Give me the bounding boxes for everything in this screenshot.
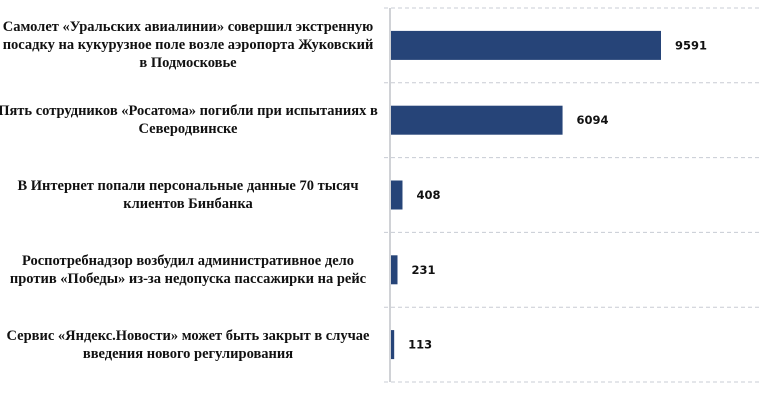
data-label: 113 [408,338,432,352]
category-label: Сервис «Яндекс.Новости» может быть закры… [6,327,370,362]
data-label: 6094 [577,113,609,127]
bar [391,180,403,210]
bar [391,255,398,285]
category-label: Самолет «Уральских авиалинии» совершил э… [2,19,374,72]
data-label: 408 [416,188,440,202]
bar [391,30,661,60]
category-label: В Интернет попали персональные данные 70… [17,178,359,212]
data-label: 9591 [675,38,707,52]
category-label: Роспотребнадзор возбудил административно… [9,252,367,287]
category-label: Пять сотрудников «Росатома» погибли при … [0,103,378,138]
bar [391,105,563,135]
data-label: 231 [412,263,436,277]
bar [391,330,395,360]
